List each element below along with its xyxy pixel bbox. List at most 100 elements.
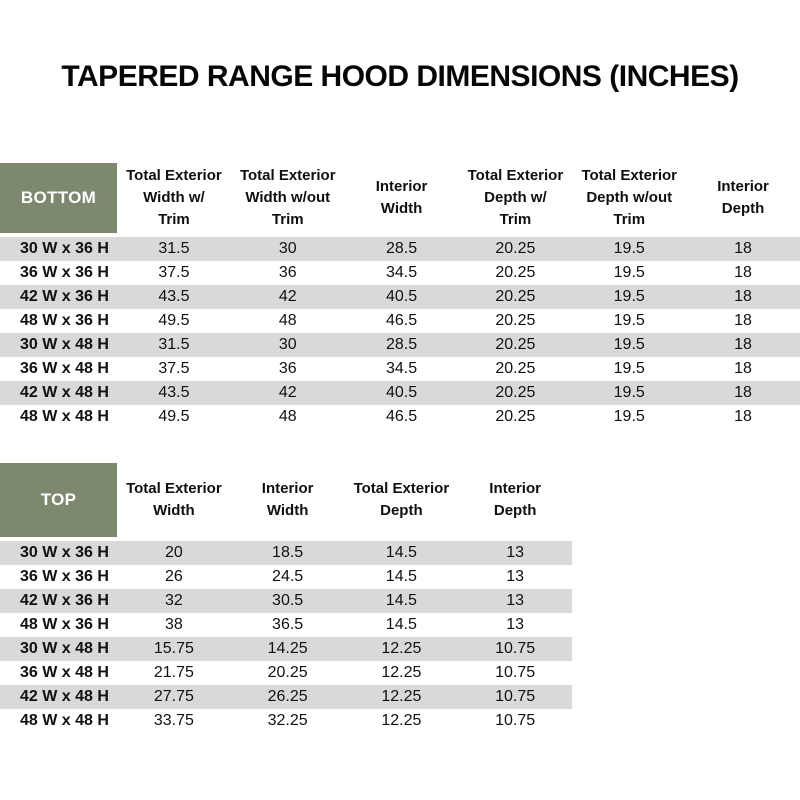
dim-value: 28.5 [386, 240, 418, 257]
row-size-label: 48 W x 36 H [20, 312, 109, 329]
dim-value: 28.5 [386, 336, 418, 353]
dim-value: 12.25 [381, 712, 422, 729]
dim-value: 36 [278, 264, 297, 281]
dim-value: 49.5 [158, 312, 190, 329]
dim-value: 19.5 [613, 264, 645, 281]
top-section-label: TOP [0, 463, 117, 537]
dim-value: 19.5 [613, 336, 645, 353]
table-row: 36 W x 36 H 26 24.5 14.5 13 [0, 565, 572, 589]
table-row: 30 W x 48 H 15.75 14.25 12.25 10.75 [0, 637, 572, 661]
dim-value: 14.5 [385, 592, 417, 609]
bottom-table-body: 30 W x 36 H 31.5 30 28.5 20.25 19.5 18 3… [0, 237, 800, 429]
dim-value: 18 [734, 264, 752, 281]
table-row: 48 W x 48 H 33.75 32.25 12.25 10.75 [0, 709, 572, 733]
bottom-table-header-row: BOTTOM Total Exterior Width w/ Trim Tota… [0, 163, 800, 233]
dim-value: 30 [278, 336, 297, 353]
dim-value: 12.25 [381, 688, 422, 705]
dim-value: 21.75 [153, 664, 194, 681]
dim-value: 19.5 [613, 288, 645, 305]
dim-value: 10.75 [495, 664, 536, 681]
table-row: 42 W x 36 H 43.5 42 40.5 20.25 19.5 18 [0, 285, 800, 309]
dim-value: 20.25 [495, 336, 536, 353]
column-header-total-exterior-depth-wout-trim: Total Exterior Depth w/out Trim [581, 167, 678, 228]
dim-value: 31.5 [158, 336, 190, 353]
dim-value: 12.25 [381, 640, 422, 657]
table-row: 30 W x 36 H 31.5 30 28.5 20.25 19.5 18 [0, 237, 800, 261]
dim-value: 46.5 [386, 408, 418, 425]
dim-value: 10.75 [495, 640, 536, 657]
row-size-label: 48 W x 48 H [20, 712, 109, 729]
table-row: 48 W x 48 H 49.5 48 46.5 20.25 19.5 18 [0, 405, 800, 429]
dim-value: 42 [278, 288, 297, 305]
bottom-dimensions-table: BOTTOM Total Exterior Width w/ Trim Tota… [0, 163, 800, 429]
dim-value: 13 [506, 568, 525, 585]
dim-value: 26 [164, 568, 183, 585]
column-header-total-exterior-depth: Total Exterior Depth [353, 480, 450, 519]
dim-value: 20.25 [495, 288, 536, 305]
dim-value: 42 [278, 384, 297, 401]
row-size-label: 36 W x 36 H [20, 264, 109, 281]
page-title: TAPERED RANGE HOOD DIMENSIONS (INCHES) [61, 60, 739, 93]
dim-value: 19.5 [613, 384, 645, 401]
dim-value: 46.5 [386, 312, 418, 329]
column-header-interior-depth: Interior Depth [489, 480, 541, 519]
column-header-total-exterior-width-w-trim: Total Exterior Width w/ Trim [126, 167, 222, 228]
row-size-label: 42 W x 48 H [20, 688, 109, 705]
row-size-label: 36 W x 36 H [20, 568, 109, 585]
dim-value: 15.75 [153, 640, 194, 657]
top-table-body: 30 W x 36 H 20 18.5 14.5 13 36 W x 36 H … [0, 541, 572, 733]
dim-value: 18 [734, 312, 752, 329]
top-table-header-row: TOP Total Exterior Width Interior Width … [0, 463, 572, 537]
dim-value: 19.5 [613, 312, 645, 329]
dim-value: 18 [734, 360, 752, 377]
table-row: 42 W x 48 H 43.5 42 40.5 20.25 19.5 18 [0, 381, 800, 405]
row-size-label: 30 W x 36 H [20, 544, 109, 561]
dim-value: 34.5 [386, 264, 418, 281]
dim-value: 13 [506, 544, 525, 561]
column-header-total-exterior-width-wout-trim: Total Exterior Width w/out Trim [239, 167, 336, 228]
table-row: 36 W x 36 H 37.5 36 34.5 20.25 19.5 18 [0, 261, 800, 285]
dim-value: 14.5 [385, 544, 417, 561]
column-header-interior-depth: Interior Depth [717, 178, 769, 217]
table-row: 48 W x 36 H 38 36.5 14.5 13 [0, 613, 572, 637]
row-size-label: 30 W x 48 H [20, 640, 109, 657]
row-size-label: 30 W x 48 H [20, 336, 109, 353]
column-header-interior-width: Interior Width [261, 480, 314, 519]
dim-value: 36.5 [272, 616, 304, 633]
dim-value: 40.5 [386, 288, 418, 305]
table-row: 36 W x 48 H 37.5 36 34.5 20.25 19.5 18 [0, 357, 800, 381]
dim-value: 24.5 [272, 568, 304, 585]
dim-value: 13 [506, 592, 525, 609]
dim-value: 13 [506, 616, 525, 633]
dim-value: 33.75 [153, 712, 194, 729]
dim-value: 48 [278, 408, 297, 425]
dim-value: 31.5 [158, 240, 190, 257]
dim-value: 36 [278, 360, 297, 377]
dim-value: 18 [734, 384, 752, 401]
dim-value: 30.5 [272, 592, 304, 609]
dim-value: 19.5 [613, 240, 645, 257]
dim-value: 20.25 [495, 240, 536, 257]
dim-value: 20 [164, 544, 183, 561]
dim-value: 14.5 [385, 568, 417, 585]
column-header-interior-width: Interior Width [375, 178, 428, 217]
dim-value: 19.5 [613, 360, 645, 377]
table-row: 30 W x 36 H 20 18.5 14.5 13 [0, 541, 572, 565]
row-size-label: 42 W x 36 H [20, 592, 109, 609]
dim-value: 20.25 [495, 312, 536, 329]
dim-value: 27.75 [153, 688, 194, 705]
dim-value: 10.75 [495, 688, 536, 705]
dim-value: 32 [164, 592, 183, 609]
dim-value: 20.25 [267, 664, 308, 681]
dim-value: 48 [278, 312, 297, 329]
dim-value: 18.5 [272, 544, 304, 561]
dim-value: 49.5 [158, 408, 190, 425]
dim-value: 43.5 [158, 384, 190, 401]
dim-value: 38 [164, 616, 183, 633]
dim-value: 30 [278, 240, 297, 257]
dim-value: 37.5 [158, 360, 190, 377]
dim-value: 20.25 [495, 408, 536, 425]
dim-value: 34.5 [386, 360, 418, 377]
dim-value: 19.5 [613, 408, 645, 425]
